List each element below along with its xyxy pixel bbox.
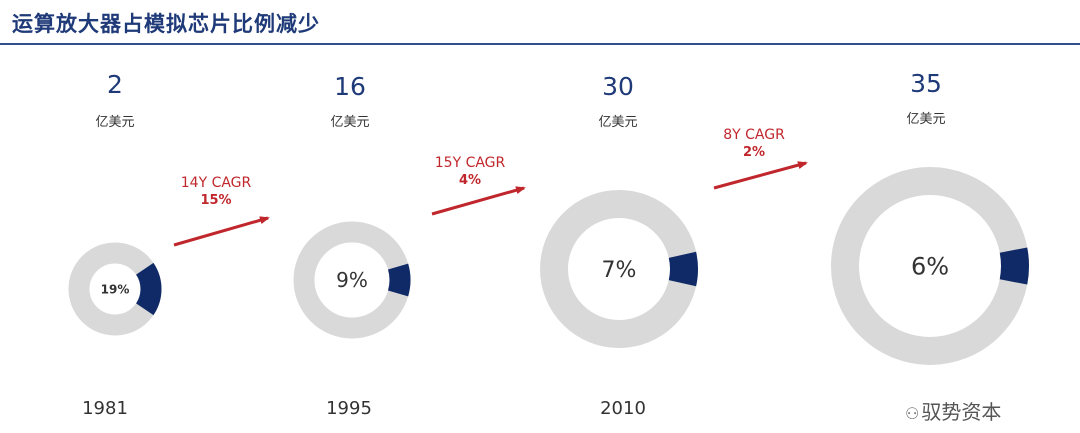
cagr-annotation-0: 14Y CAGR 15% <box>146 174 286 210</box>
watermark-text: 驭势资本 <box>921 400 1002 424</box>
share-label-3: 6% <box>911 253 949 281</box>
unit-label-0: 亿美元 <box>95 115 135 130</box>
cagr-label-2: 8Y CAGR <box>723 127 785 143</box>
title-divider <box>0 43 1080 45</box>
donut-share-slice-2 <box>668 251 698 287</box>
donut-share-slice-1 <box>387 263 411 297</box>
growth-arrow-2 <box>713 161 808 190</box>
chart-title: 运算放大器占模拟芯片比例减少 <box>12 12 320 36</box>
growth-arrow-1 <box>431 186 526 216</box>
cagr-annotation-1: 15Y CAGR 4% <box>400 154 540 190</box>
donut-group: 19% 9% 7% 6% <box>68 167 1029 365</box>
year-label-2: 2010 <box>600 398 646 419</box>
unit-label-2: 亿美元 <box>598 115 638 130</box>
market-value-0: 2 <box>107 70 123 99</box>
growth-arrows <box>173 161 808 247</box>
wechat-icon: ⚇ <box>905 404 920 423</box>
market-value-3: 35 <box>910 69 942 98</box>
year-label-1: 1995 <box>326 398 372 419</box>
cagr-rate-0: 15% <box>200 193 232 208</box>
share-label-1: 9% <box>336 268 368 292</box>
cagr-annotation-2: 8Y CAGR 2% <box>684 126 824 162</box>
market-value-2: 30 <box>602 72 634 101</box>
donut-share-slice-3 <box>999 247 1029 285</box>
share-label-0: 19% <box>101 282 130 296</box>
watermark: ⚇ 驭势资本 <box>905 396 1001 425</box>
cagr-label-1: 15Y CAGR <box>434 155 506 171</box>
market-value-1: 16 <box>334 72 366 101</box>
year-label-0: 1981 <box>82 398 128 419</box>
growth-arrow-0 <box>173 216 270 247</box>
unit-label-3: 亿美元 <box>906 112 946 127</box>
cagr-rate-1: 4% <box>458 173 482 188</box>
unit-label-1: 亿美元 <box>330 115 370 130</box>
cagr-label-0: 14Y CAGR <box>180 175 252 191</box>
donut-share-slice-0 <box>135 262 162 316</box>
share-label-2: 7% <box>602 258 637 283</box>
cagr-rate-2: 2% <box>742 145 766 160</box>
